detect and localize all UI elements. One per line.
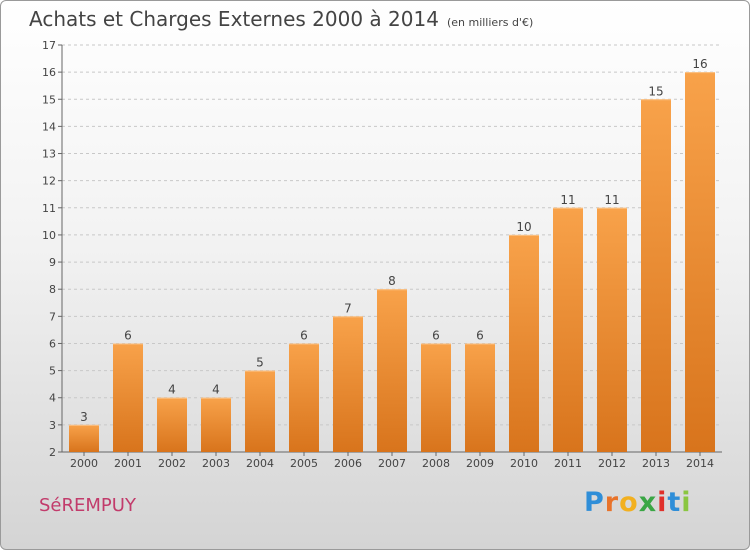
x-tick-label: 2000 <box>70 457 98 470</box>
x-tick-label: 2014 <box>686 457 714 470</box>
commune-name: SéREMPUY <box>39 495 136 516</box>
y-tick-label: 5 <box>49 365 56 378</box>
x-tick-label: 2001 <box>114 457 142 470</box>
x-tick-label: 2008 <box>422 457 450 470</box>
data-label: 15 <box>648 84 663 98</box>
bar <box>333 316 363 452</box>
bar <box>245 370 275 452</box>
y-tick-label: 12 <box>42 175 56 188</box>
bar <box>289 343 319 452</box>
y-tick-label: 2 <box>49 446 56 459</box>
data-label: 11 <box>604 193 619 207</box>
bar <box>641 99 671 453</box>
chart-subtitle: (en milliers d'€) <box>446 16 534 29</box>
logo-letter: o <box>619 487 639 518</box>
x-tick-label: 2011 <box>554 457 582 470</box>
data-label: 7 <box>344 301 352 315</box>
proxiti-logo: Proxiti <box>584 487 692 518</box>
bar <box>113 343 143 452</box>
y-tick-label: 6 <box>49 337 56 350</box>
logo-letter: x <box>638 487 658 518</box>
data-label: 5 <box>256 356 264 370</box>
bar <box>509 234 539 452</box>
y-tick-label: 9 <box>49 256 56 269</box>
logo-letter: i <box>681 487 692 518</box>
data-label: 6 <box>432 328 440 342</box>
data-label: 6 <box>300 328 308 342</box>
bar <box>685 72 715 452</box>
y-tick-label: 13 <box>42 148 56 161</box>
y-tick-label: 4 <box>49 392 56 405</box>
y-tick-label: 15 <box>42 93 56 106</box>
y-tick-label: 14 <box>42 120 56 133</box>
x-tick-label: 2007 <box>378 457 406 470</box>
data-label: 4 <box>168 383 176 397</box>
logo-letter: i <box>657 487 668 518</box>
x-tick-label: 2003 <box>202 457 230 470</box>
data-label: 16 <box>692 57 707 71</box>
x-tick-label: 2005 <box>290 457 318 470</box>
data-label: 4 <box>212 383 220 397</box>
logo-letter: r <box>604 487 620 518</box>
data-label: 6 <box>476 328 484 342</box>
data-label: 10 <box>516 220 531 234</box>
bar <box>421 343 451 452</box>
x-tick-label: 2010 <box>510 457 538 470</box>
bar <box>201 397 231 452</box>
x-tick-label: 2009 <box>466 457 494 470</box>
x-tick-label: 2012 <box>598 457 626 470</box>
logo-letter: P <box>584 487 605 518</box>
y-tick-label: 10 <box>42 229 56 242</box>
x-tick-label: 2004 <box>246 457 274 470</box>
logo-letter: t <box>667 487 682 518</box>
x-tick-label: 2002 <box>158 457 186 470</box>
y-tick-label: 8 <box>49 283 56 296</box>
y-tick-label: 11 <box>42 202 56 215</box>
bar <box>465 343 495 452</box>
data-label: 11 <box>560 193 575 207</box>
chart-title-text: Achats et Charges Externes 2000 à 2014 <box>29 7 439 31</box>
y-tick-label: 3 <box>49 419 56 432</box>
y-tick-label: 16 <box>42 66 56 79</box>
x-tick-label: 2006 <box>334 457 362 470</box>
bar <box>597 207 627 452</box>
bar <box>377 289 407 452</box>
bar <box>157 397 187 452</box>
data-label: 3 <box>80 410 88 424</box>
data-label: 8 <box>388 274 396 288</box>
y-tick-label: 7 <box>49 310 56 323</box>
bar <box>69 424 99 452</box>
y-tick-label: 17 <box>42 39 56 52</box>
data-label: 6 <box>124 328 132 342</box>
chart-title: Achats et Charges Externes 2000 à 2014 (e… <box>29 7 533 31</box>
bar <box>553 207 583 452</box>
x-tick-label: 2013 <box>642 457 670 470</box>
